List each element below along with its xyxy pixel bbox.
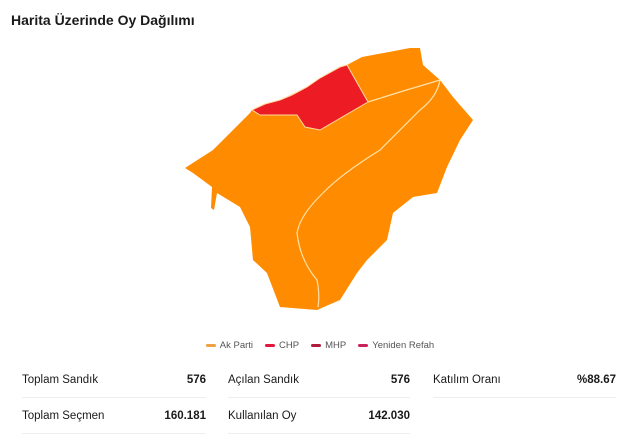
legend-item-mhp[interactable]: MHP [311,340,346,351]
stat-toplam-sandik: Toplam Sandık 576 [22,363,206,398]
legend-item-yeniden-refah[interactable]: Yeniden Refah [358,340,434,351]
stat-acilan-sandik: Açılan Sandık 576 [228,363,410,398]
legend-label: CHP [279,340,300,351]
stat-value: 576 [390,374,410,386]
stat-label: Toplam Sandık [22,374,99,386]
stat-katilim-orani: Katılım Oranı %88.67 [433,363,616,398]
stat-value: 576 [186,374,206,386]
legend-label: Ak Parti [219,340,254,351]
stat-value: 160.181 [164,410,206,422]
stat-value: %88.67 [576,374,616,386]
legend-swatch [265,344,276,347]
legend-swatch [311,344,322,347]
stat-label: Toplam Seçmen [22,410,105,422]
legend-label: Yeniden Refah [372,340,435,351]
map-legend: Ak Parti CHP MHP Yeniden Refah [0,340,640,351]
legend-item-chp[interactable]: CHP [265,340,299,351]
map-region-chp[interactable] [250,64,369,131]
page-title: Harita Üzerinde Oy Dağılımı [11,12,195,28]
stat-kullanilan-oy: Kullanılan Oy 142.030 [228,399,410,434]
legend-swatch [358,344,369,347]
legend-swatch [205,344,216,347]
stat-label: Katılım Oranı [433,374,501,386]
legend-item-ak-parti[interactable]: Ak Parti [205,340,254,351]
stat-label: Kullanılan Oy [228,410,297,422]
stat-value: 142.030 [368,410,410,422]
map-border [296,79,441,308]
legend-label: MHP [325,340,347,351]
stat-label: Açılan Sandık [228,374,299,386]
stat-toplam-secmen: Toplam Seçmen 160.181 [22,399,206,434]
